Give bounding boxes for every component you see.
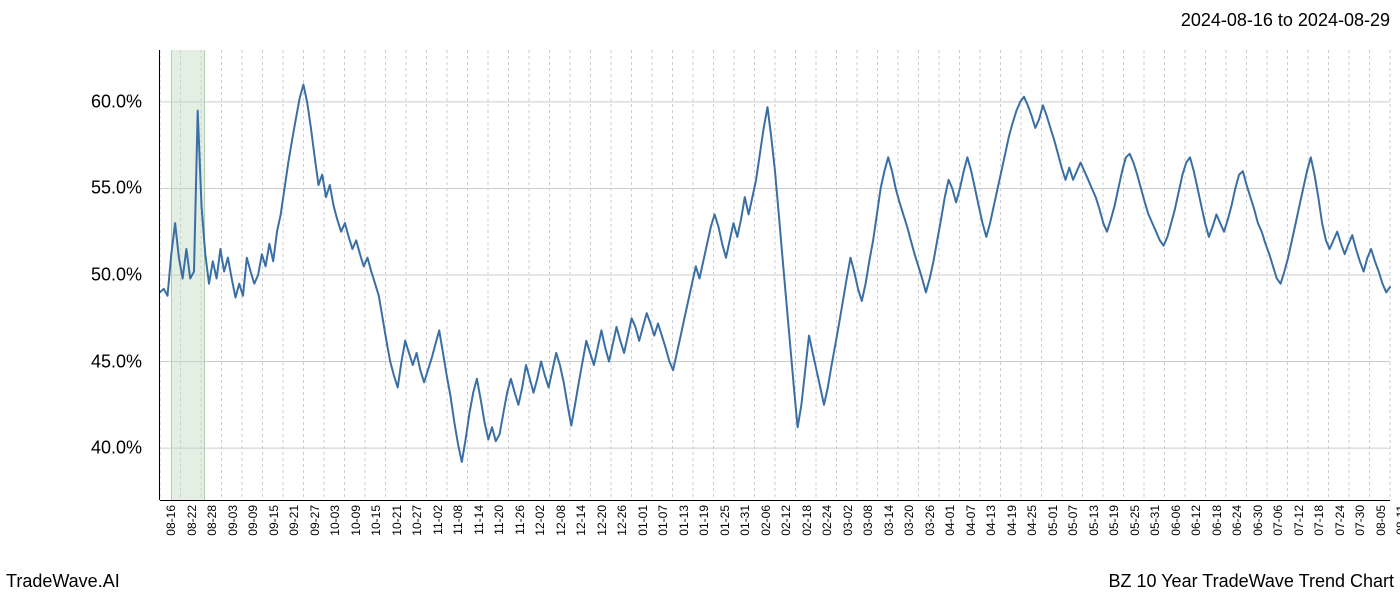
x-tick-label: 11-08 xyxy=(451,505,465,535)
y-tick-label: 40.0% xyxy=(91,438,142,459)
x-tick-label: 08-22 xyxy=(185,505,199,536)
x-tick-label: 09-09 xyxy=(246,505,260,536)
x-tick-label: 09-03 xyxy=(226,505,240,536)
x-tick-label: 03-08 xyxy=(861,505,875,536)
x-tick-label: 04-13 xyxy=(984,505,998,536)
x-tick-label: 12-14 xyxy=(574,505,588,536)
x-tick-label: 07-06 xyxy=(1271,505,1285,536)
x-tick-label: 12-02 xyxy=(533,505,547,536)
x-tick-label: 12-08 xyxy=(554,505,568,536)
x-tick-label: 02-12 xyxy=(779,505,793,536)
x-tick-label: 08-16 xyxy=(164,505,178,536)
chart-container: 40.0% 45.0% 50.0% 55.0% 60.0% xyxy=(0,50,1400,500)
x-tick-label: 01-25 xyxy=(718,505,732,536)
x-tick-label: 03-20 xyxy=(902,505,916,536)
x-tick-label: 11-14 xyxy=(472,505,486,535)
x-tick-label: 12-20 xyxy=(595,505,609,536)
y-tick-label: 60.0% xyxy=(91,91,142,112)
y-axis: 40.0% 45.0% 50.0% 55.0% 60.0% xyxy=(0,50,150,500)
x-tick-label: 07-24 xyxy=(1333,505,1347,536)
x-tick-label: 07-30 xyxy=(1353,505,1367,536)
x-tick-label: 07-18 xyxy=(1312,505,1326,536)
x-tick-label: 06-24 xyxy=(1230,505,1244,536)
x-tick-label: 10-15 xyxy=(369,505,383,536)
x-tick-label: 10-21 xyxy=(390,505,404,536)
x-axis: 08-16 08-22 08-28 09-03 09-09 09-15 09-21 09-27… xyxy=(160,505,1390,565)
x-tick-label: 04-19 xyxy=(1005,505,1019,536)
x-tick-label: 10-03 xyxy=(328,505,342,536)
x-axis-spine xyxy=(160,500,1390,501)
x-tick-label: 06-30 xyxy=(1251,505,1265,536)
y-tick-label: 50.0% xyxy=(91,265,142,286)
x-tick-label: 08-05 xyxy=(1374,505,1388,536)
x-tick-label: 02-06 xyxy=(759,505,773,536)
footer-title: BZ 10 Year TradeWave Trend Chart xyxy=(1109,571,1395,592)
x-tick-label: 01-13 xyxy=(677,505,691,536)
x-tick-label: 10-27 xyxy=(410,505,424,536)
x-tick-label: 09-15 xyxy=(267,505,281,536)
x-tick-label: 01-19 xyxy=(697,505,711,536)
x-tick-label: 05-13 xyxy=(1087,505,1101,536)
y-tick-label: 45.0% xyxy=(91,351,142,372)
line-chart-svg xyxy=(160,50,1390,500)
x-tick-label: 05-19 xyxy=(1107,505,1121,536)
x-tick-label: 03-02 xyxy=(841,505,855,536)
x-tick-label: 04-25 xyxy=(1025,505,1039,536)
x-tick-label: 05-25 xyxy=(1128,505,1142,536)
x-tick-label: 10-09 xyxy=(349,505,363,536)
x-tick-label: 07-12 xyxy=(1292,505,1306,536)
plot-region xyxy=(160,50,1390,500)
y-axis-spine xyxy=(159,50,160,500)
date-range-label: 2024-08-16 to 2024-08-29 xyxy=(1181,10,1390,31)
x-tick-label: 02-24 xyxy=(820,505,834,536)
x-tick-label: 02-18 xyxy=(800,505,814,536)
x-tick-label: 11-02 xyxy=(431,505,445,535)
x-tick-label: 03-14 xyxy=(882,505,896,536)
x-tick-label: 06-06 xyxy=(1169,505,1183,536)
x-tick-label: 06-18 xyxy=(1210,505,1224,536)
grid-group xyxy=(160,50,1390,500)
x-tick-label: 06-12 xyxy=(1189,505,1203,536)
x-tick-label: 12-26 xyxy=(615,505,629,536)
x-tick-label: 04-01 xyxy=(943,505,957,536)
x-tick-label: 05-07 xyxy=(1066,505,1080,536)
x-tick-label: 04-07 xyxy=(964,505,978,536)
x-tick-label: 01-01 xyxy=(636,505,650,536)
x-tick-label: 09-21 xyxy=(287,505,301,536)
x-tick-label: 05-01 xyxy=(1046,505,1060,536)
x-tick-label: 01-07 xyxy=(656,505,670,536)
x-tick-label: 03-26 xyxy=(923,505,937,536)
x-tick-label: 09-27 xyxy=(308,505,322,536)
x-tick-label: 11-20 xyxy=(492,505,506,535)
x-tick-label: 11-26 xyxy=(513,505,527,535)
footer-brand: TradeWave.AI xyxy=(6,571,120,592)
x-tick-label: 01-31 xyxy=(738,505,752,536)
y-tick-label: 55.0% xyxy=(91,178,142,199)
x-tick-label: 05-31 xyxy=(1148,505,1162,536)
x-tick-label: 08-11 xyxy=(1394,505,1400,535)
x-tick-label: 08-28 xyxy=(205,505,219,536)
